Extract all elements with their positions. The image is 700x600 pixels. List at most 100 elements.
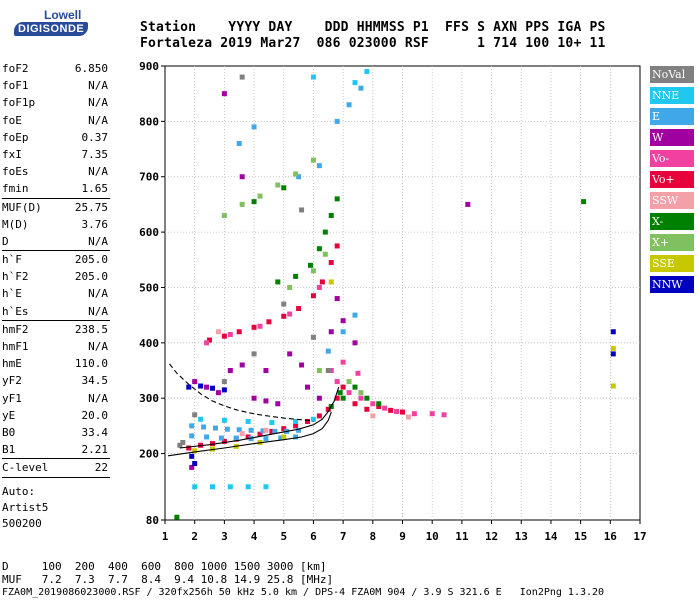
y-tick-label: 80 [146,514,159,527]
param-label: fmin [2,182,29,196]
data-point [275,182,281,188]
data-point [581,199,587,205]
data-point [316,246,322,252]
data-point [218,435,224,441]
data-point [322,251,328,257]
data-point [287,311,293,317]
legend-item: SSW [650,192,694,209]
param-value: 0.37 [81,130,109,144]
autoscaling-info: Auto: Artist5 500200 [2,484,48,532]
data-point [204,340,210,346]
y-tick-label: 600 [139,226,159,239]
data-point [610,383,616,389]
data-point [287,284,293,290]
param-row: yF2 34.5 [2,372,110,389]
param-row: foF2 6.850 [2,60,110,77]
data-point [293,418,299,424]
data-point [204,384,210,390]
param-label: hmF2 [2,322,29,336]
data-point [334,296,340,302]
data-point [189,423,195,429]
data-point [358,390,364,396]
data-point [322,229,328,235]
param-row: M(D) 3.76 [2,216,110,233]
data-point [388,407,394,413]
data-point [251,199,257,205]
data-point [346,390,352,396]
data-point [272,428,278,434]
data-point [305,418,310,424]
data-point [281,185,287,191]
data-point [358,395,364,401]
polarization-legend: NoVal NNE E W Vo- Vo+ SSW X- X+ SSE NNW [650,66,694,297]
x-tick-label: 14 [544,530,558,543]
data-point [293,434,299,440]
param-value: 34.5 [81,374,109,388]
legend-item: X+ [650,234,694,251]
data-point [334,395,340,401]
param-row: fmin 1.65 [2,180,110,197]
data-point [221,417,227,423]
param-label: foF2 [2,62,29,75]
data-point [376,401,382,407]
param-value: N/A [88,304,108,318]
header-line1: Station YYYY DAY DDD HHMMSS P1 FFS S AXN… [140,20,606,35]
data-point [310,416,316,422]
param-row: MUF(D) 25.75 [2,199,110,216]
data-point [221,212,227,218]
param-value: N/A [88,391,108,405]
param-label: B1 [2,443,16,457]
data-point [376,404,382,409]
data-point [352,401,358,407]
data-point [251,395,257,401]
x-tick-label: 13 [515,530,528,543]
param-label: h`E [2,287,22,301]
param-row: B1 2.21 [2,441,110,458]
logo-line1: Lowell [44,8,82,22]
data-point [263,484,269,490]
data-point [269,420,275,426]
x-tick-label: 8 [370,530,377,543]
param-value: 205.0 [74,270,108,284]
data-point [236,141,242,147]
data-point [328,279,334,285]
data-point [328,260,334,266]
param-label: h`F [2,253,22,267]
data-point [236,427,242,433]
param-label: fxI [2,147,22,161]
data-point [310,293,316,299]
param-label: foEs [2,165,29,179]
data-point [287,351,293,357]
x-tick-label: 6 [310,530,317,543]
data-point [236,329,242,335]
param-value: 20.0 [81,408,109,422]
y-tick-label: 500 [139,281,159,294]
legend-item: NNE [650,87,694,104]
data-point [310,268,316,274]
data-point [174,514,180,520]
data-point [316,395,322,401]
data-point [263,436,269,442]
data-point [441,412,447,418]
y-tick-label: 900 [139,60,159,73]
param-label: C-level [2,461,49,475]
param-row: foF1p N/A [2,94,110,111]
param-label: hmE [2,357,22,371]
data-point [310,334,316,340]
param-value: N/A [88,340,108,353]
param-label: foE [2,113,22,127]
x-tick-label: 1 [162,530,169,543]
param-row: D N/A [2,233,110,250]
data-point [239,174,245,180]
param-label: foEp [2,130,29,144]
param-value: 33.4 [81,425,109,439]
data-point [610,345,616,351]
legend-item: W [650,129,694,146]
data-point [201,424,207,430]
data-point [212,425,218,431]
data-point [334,118,340,124]
data-point [257,193,263,199]
data-point [352,384,358,390]
param-row: yF1 N/A [2,390,110,407]
